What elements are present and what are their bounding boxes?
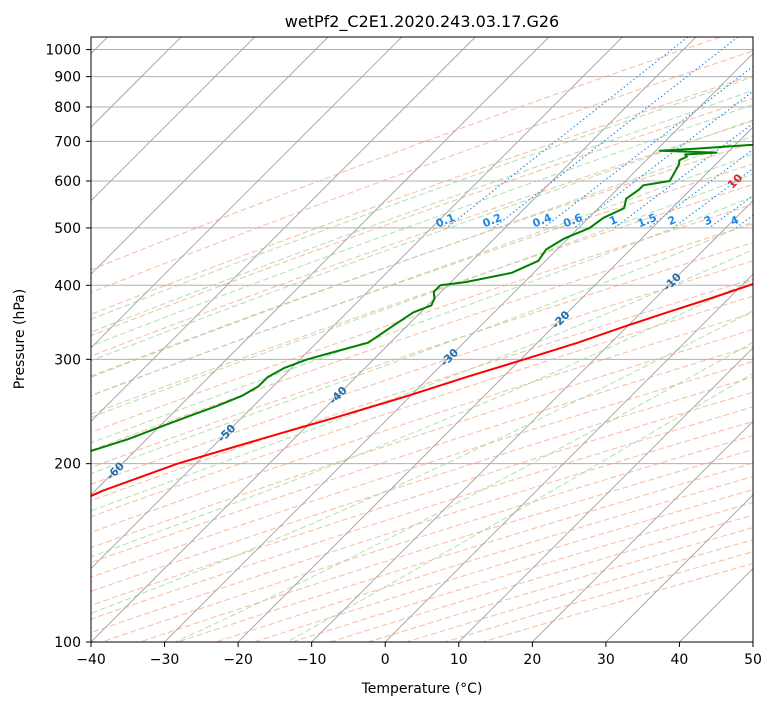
x-tick-label: 30: [597, 652, 615, 668]
moist-adiabat-line: [91, 173, 753, 418]
isotherm-line: [91, 37, 403, 349]
moist-adiabat-line: [91, 153, 753, 397]
isotherm-line: [164, 52, 753, 642]
y-tick-label: 700: [54, 134, 81, 150]
x-tick-label: −10: [297, 652, 327, 668]
y-axis-label: Pressure (hPa): [12, 289, 28, 389]
moist-adiabat-line: [91, 196, 753, 444]
profile-lines: [91, 143, 753, 498]
dry-adiabat-line: [91, 203, 753, 433]
dry-adiabat-line: [91, 329, 753, 549]
mixing-ratio-line: [543, 65, 753, 229]
moist-adiabat-line: [91, 310, 753, 614]
axes: −40 −30 −20 −10 0 10 20 30 40 50 100 200 300 400 500 60…: [45, 43, 762, 668]
dry-adiabat-line: [91, 295, 753, 518]
dry-adiabat-line: [91, 242, 753, 468]
moist-adiabat-line: [91, 278, 753, 558]
isotherm-line: [311, 199, 753, 642]
y-tick-label: 400: [54, 278, 81, 294]
chart-title: wetPf2_C2E1.2020.243.03.17.G26: [285, 12, 559, 32]
isotherm-line: [91, 37, 476, 423]
dewpoint-profile-line: [91, 143, 753, 453]
moist-adiabat-line: [91, 248, 753, 512]
isotherm-line: [91, 37, 623, 570]
isotherm-line: [91, 37, 550, 496]
x-tick-label: 50: [744, 652, 762, 668]
y-tick-label: 800: [54, 100, 81, 116]
dry-adiabat-line: [91, 345, 753, 564]
isotherm-line: [605, 494, 753, 642]
moist-adiabat-line: [91, 76, 753, 320]
moist-adiabat-line: [286, 372, 753, 642]
y-tick-label: 300: [54, 352, 81, 368]
isotherm-line: [458, 347, 753, 642]
x-tick-label: −40: [76, 652, 106, 668]
plot-area: [91, 37, 753, 642]
mixing-ratio-label: 1: [607, 213, 619, 228]
x-tick-label: 10: [450, 652, 468, 668]
y-tick-label: 200: [54, 457, 81, 473]
mixing-ratio-label: 3: [702, 213, 714, 228]
isotherm-line: [531, 420, 753, 642]
plot-frame: [90, 36, 754, 643]
x-tick-label: 20: [523, 652, 541, 668]
dry-adiabat-line: [91, 97, 753, 337]
dry-adiabat-line: [91, 37, 721, 271]
dry-adiabat-line: [91, 391, 753, 606]
mixing-ratio-line: [672, 167, 753, 229]
dry-adiabat-line: [91, 163, 753, 396]
isotherm-line: [91, 37, 697, 642]
x-tick-label: 40: [671, 652, 689, 668]
isotherm-line: [237, 126, 753, 642]
y-tick-label: 100: [54, 635, 81, 651]
x-tick-label: 0: [381, 652, 390, 668]
dry-adiabat-line: [91, 278, 753, 502]
moist-adiabat-line: [91, 119, 753, 362]
y-tick-label: 1000: [45, 43, 81, 59]
y-tick-label: 500: [54, 221, 81, 237]
isotherm-line: [91, 37, 256, 202]
dry-adiabat-line: [91, 376, 753, 592]
dry-adiabat-line: [91, 183, 753, 415]
isotherm-line: [91, 37, 329, 275]
y-tick-label: 900: [54, 70, 81, 86]
y-tick-label: 600: [54, 174, 81, 190]
isotherm-line: [384, 273, 753, 642]
dry-adiabat-line: [91, 50, 753, 293]
x-tick-label: −30: [150, 652, 180, 668]
x-axis-label: Temperature (°C): [361, 681, 483, 697]
mixing-ratio-label: 2: [666, 213, 678, 228]
moist-adiabat-line: [91, 89, 753, 333]
dry-adiabat-line: [91, 74, 753, 315]
x-tick-label: −20: [223, 652, 253, 668]
mixing-ratio-line: [573, 90, 753, 229]
moist-adiabat-line: [91, 221, 753, 475]
